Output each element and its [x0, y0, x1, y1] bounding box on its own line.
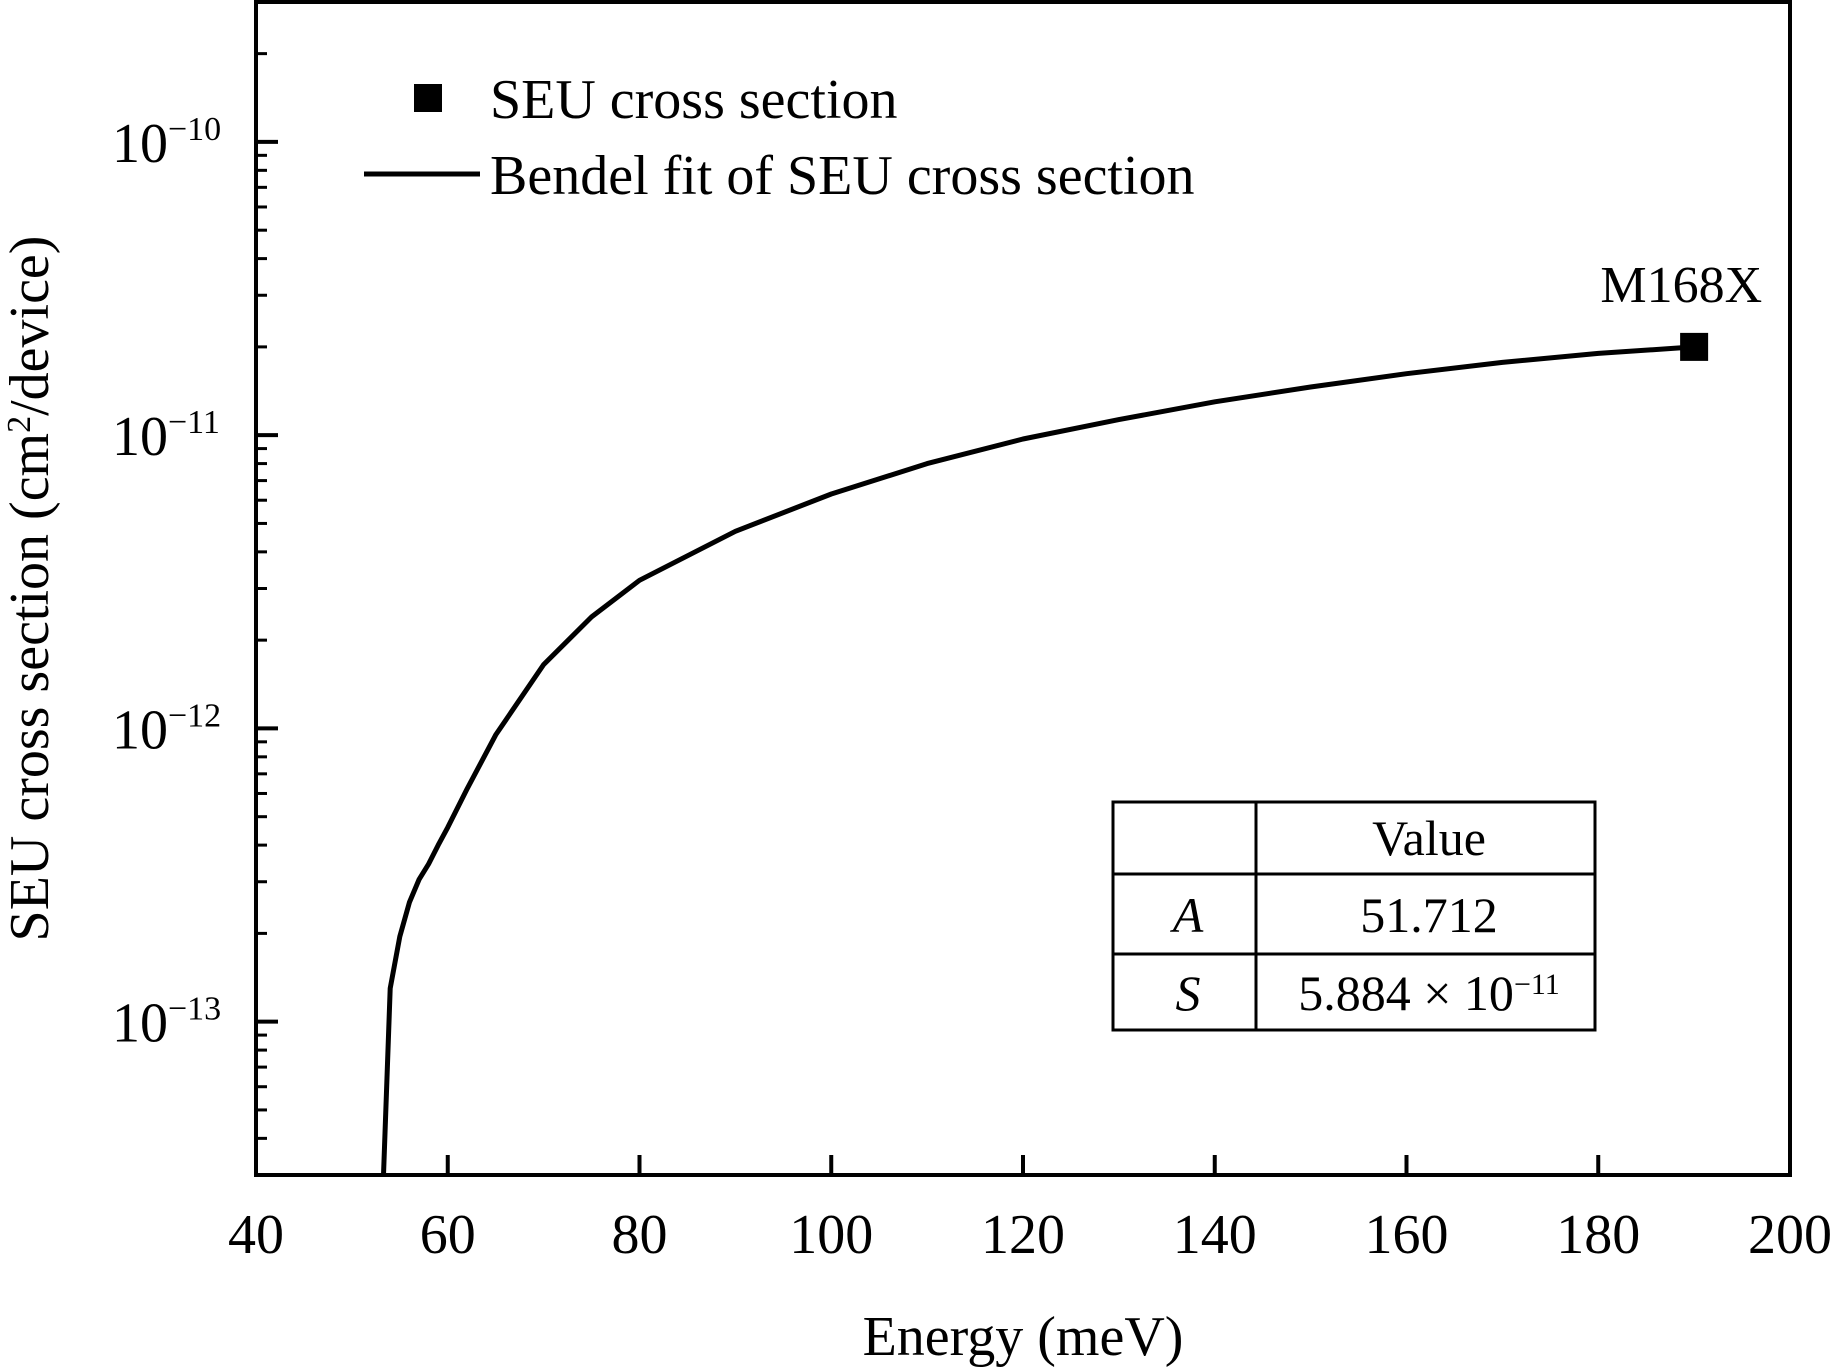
y-minor-ticks	[256, 0, 267, 1177]
point-label-m168x: M168X	[1600, 257, 1762, 314]
x-tick-label: 80	[612, 1204, 668, 1266]
x-tick-label: 40	[228, 1204, 284, 1266]
series-layer	[381, 332, 1709, 1176]
series-line-bendel-fit	[381, 344, 1695, 1176]
y-tick-label-base: 10	[112, 699, 168, 761]
y-tick-label-exponent: −11	[168, 404, 220, 441]
y-tick-label-base: 10	[112, 406, 168, 468]
table-value-s: 5.884 × 10−11	[1298, 965, 1560, 1021]
y-tick-label-exponent: −12	[168, 697, 221, 734]
y-tick-label: 10−13	[112, 991, 221, 1055]
x-tick-label: 140	[1173, 1204, 1257, 1266]
table-param-s: S	[1176, 965, 1201, 1021]
x-tick-label: 120	[981, 1204, 1065, 1266]
y-axis-label-before: SEU cross section (cm	[0, 433, 61, 942]
x-axis-label: Energy (meV)	[863, 1306, 1184, 1368]
y-axis-label: SEU cross section (cm2/device)	[0, 236, 61, 942]
y-tick-label-exponent: −10	[168, 111, 221, 148]
x-tick-label: 200	[1748, 1204, 1832, 1266]
y-tick-label-exponent: −13	[168, 991, 221, 1028]
x-axis-ticks: 40 60 80 100 120 140 160 180 200	[228, 1155, 1832, 1266]
x-tick-label: 180	[1556, 1204, 1640, 1266]
table-param-a: A	[1170, 887, 1204, 943]
table-value-s-base: 5.884 × 10	[1298, 965, 1514, 1021]
table-border	[1111, 800, 1597, 1032]
fit-parameter-table: Value A 51.712 S 5.884 × 10−11	[1111, 800, 1597, 1032]
x-tick-label: 100	[789, 1204, 873, 1266]
table-value-s-exponent: −11	[1514, 968, 1560, 1001]
x-tick-label: 160	[1365, 1204, 1449, 1266]
y-tick-label-base: 10	[112, 113, 168, 175]
table-value-a: 51.712	[1360, 887, 1498, 943]
legend: SEU cross section Bendel fit of SEU cros…	[364, 69, 1195, 207]
y-tick-label: 10−10	[112, 111, 221, 175]
legend-label-scatter: SEU cross section	[490, 69, 898, 131]
legend-label-line: Bendel fit of SEU cross section	[490, 145, 1195, 207]
y-tick-label: 10−12	[112, 697, 221, 761]
table-header-value: Value	[1372, 810, 1486, 866]
y-tick-label-base: 10	[112, 993, 168, 1055]
y-tick-label: 10−11	[112, 404, 220, 468]
y-axis-label-superscript: 2	[1, 416, 38, 433]
y-axis-label-after: /device)	[0, 236, 61, 416]
legend-marker-square	[414, 84, 442, 112]
x-tick-label: 60	[420, 1204, 476, 1266]
